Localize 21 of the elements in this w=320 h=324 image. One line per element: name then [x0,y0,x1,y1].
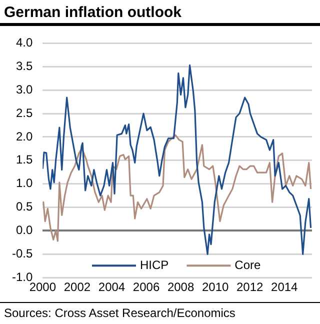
y-tick-label: 2.5 [16,106,33,120]
y-tick-label: 4.0 [16,36,33,50]
x-tick-label: 2002 [64,280,91,294]
y-tick-label: 3.5 [16,58,33,73]
y-tick-label: 0.5 [16,200,33,214]
x-tick-label: 2012 [236,280,264,294]
y-tick-label: 2.0 [16,129,33,144]
y-tick-label: 1.5 [16,152,33,167]
chart-title: German inflation outlook [0,0,320,26]
x-tick-label: 2006 [132,280,160,294]
legend-label: Core [234,258,262,272]
x-tick-label: 2004 [98,280,126,294]
y-tick-label: -0.5 [12,246,33,260]
y-tick-label: 0.0 [16,223,33,238]
x-tick-label: 2014 [271,280,298,294]
legend-label: HICP [140,258,169,272]
source-note: Sources: Cross Asset Research/Economics [0,302,320,320]
x-tick-label: 2008 [167,280,194,294]
x-tick-label: 2010 [202,280,229,294]
y-tick-label: 3.0 [16,82,33,96]
y-tick-label: 1.0 [16,176,33,190]
